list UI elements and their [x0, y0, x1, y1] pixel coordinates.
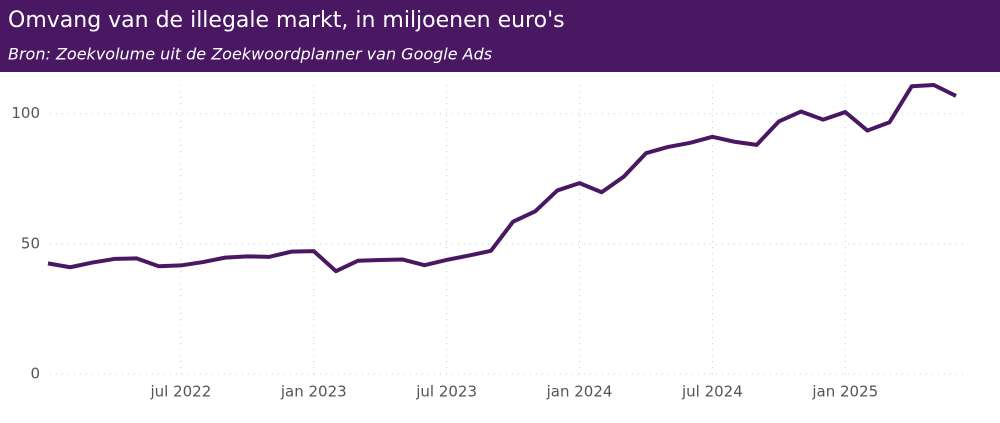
y-tick-label: 0 — [30, 365, 40, 383]
header-band — [0, 0, 1000, 72]
chart-title: Omvang van de illegale markt, in miljoen… — [8, 8, 565, 33]
chart-subtitle: Bron: Zoekvolume uit de Zoekwoordplanner… — [8, 45, 492, 64]
x-tick-label: jan 2023 — [280, 383, 347, 401]
line-series — [47, 83, 957, 274]
x-tick-label: jan 2025 — [811, 383, 878, 401]
x-tick-label: jul 2022 — [149, 383, 211, 401]
x-tick-label: jul 2023 — [415, 383, 477, 401]
y-tick-label: 50 — [21, 234, 40, 252]
y-tick-label: 100 — [11, 104, 40, 122]
x-tick-label: jan 2024 — [546, 383, 613, 401]
x-tick-label: jul 2024 — [681, 383, 743, 401]
